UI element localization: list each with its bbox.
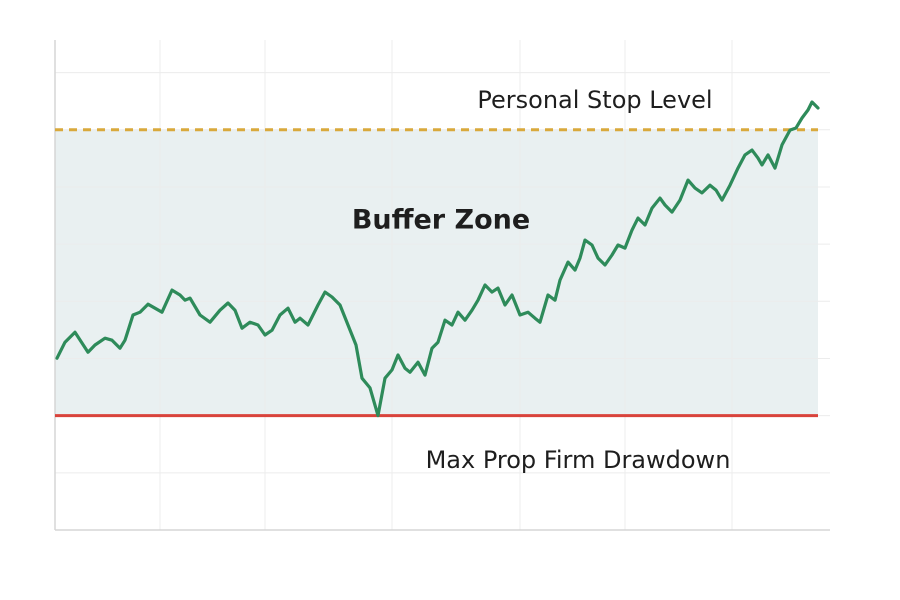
price-line — [55, 100, 820, 418]
drawdown-label: Max Prop Firm Drawdown — [426, 446, 731, 474]
buffer-zone — [55, 129, 818, 416]
stop-level-label: Personal Stop Level — [477, 86, 712, 114]
buffer-zone-label: Buffer Zone — [352, 205, 530, 236]
